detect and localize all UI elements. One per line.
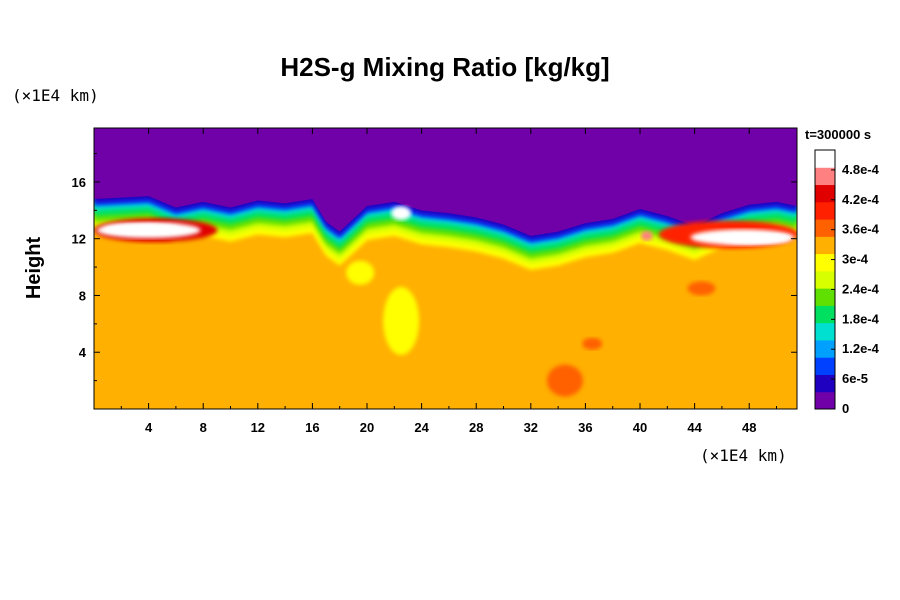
- colorbar-tick-label: 3.6e-4: [842, 222, 880, 237]
- x-tick-label: 12: [251, 420, 265, 435]
- x-tick-label: 40: [633, 420, 647, 435]
- x-tick-label: 28: [469, 420, 483, 435]
- colorbar-swatch: [815, 270, 835, 289]
- colorbar-swatch: [815, 236, 835, 255]
- x-tick-label: 8: [200, 420, 207, 435]
- colorbar-swatch: [815, 184, 835, 203]
- plot-frame: [93, 127, 798, 410]
- colorbar-labels: 0 6e-5 1.2e-4 1.8e-4 2.4e-4 3e-4 3.6e-4 4.2e-4 4…: [831, 162, 880, 416]
- y-tick-label: 16: [72, 175, 86, 190]
- y-axis-label: Height: [23, 237, 45, 300]
- colorbar-swatch: [815, 219, 835, 237]
- colorbar-frame: [814, 149, 836, 410]
- bottom-yellow-blob: [546, 364, 583, 397]
- chart-title: H2S-g Mixing Ratio [kg/kg]: [280, 52, 609, 82]
- x-ticks: 4 8 12 16 20 24 28 32 36 40 44 48: [120, 128, 778, 435]
- y-tick-label: 8: [79, 288, 86, 303]
- colorbar-swatch: [815, 357, 835, 375]
- colorbar-tick-label: 3e-4: [842, 252, 869, 267]
- orange-swirl: [687, 281, 716, 296]
- x-tick-label: 16: [305, 420, 319, 435]
- colorbar-tick-label: 1.2e-4: [842, 341, 880, 356]
- y-axis-unit: (×1E4 km): [12, 86, 99, 105]
- colorbar: [815, 150, 835, 410]
- y-tick-label: 12: [72, 232, 86, 247]
- right-plume-core: [722, 233, 791, 244]
- colorbar-swatch: [815, 253, 835, 272]
- colorbar-swatch: [815, 374, 835, 393]
- colorbar-tick-label: 4.2e-4: [842, 192, 880, 207]
- colorbar-swatch: [815, 288, 835, 306]
- colorbar-swatch: [815, 322, 835, 341]
- time-label: t=300000 s: [805, 127, 871, 142]
- colorbar-tick-label: 1.8e-4: [842, 311, 880, 326]
- plume-features: [94, 206, 797, 397]
- x-tick-label: 48: [742, 420, 756, 435]
- x-axis-unit: (×1E4 km): [700, 446, 787, 465]
- colorbar-tick-label: 4.8e-4: [842, 162, 880, 177]
- colorbar-swatch: [815, 150, 835, 168]
- green-streak: [383, 287, 420, 356]
- colorbar-swatch: [815, 305, 835, 324]
- green-eddy: [346, 260, 375, 285]
- colorbar-tick-label: 2.4e-4: [842, 281, 880, 296]
- colorbar-tick-label: 6e-5: [842, 371, 868, 386]
- central-red-core: [391, 206, 412, 221]
- plot-area: [94, 128, 797, 409]
- colorbar-swatch: [815, 391, 835, 410]
- y-tick-label: 4: [79, 345, 87, 360]
- colorbar-swatch: [815, 167, 835, 186]
- x-tick-label: 4: [145, 420, 153, 435]
- small-red-core: [640, 230, 653, 241]
- left-plume-core: [103, 223, 180, 234]
- colorbar-tick-label: 0: [842, 401, 849, 416]
- x-tick-label: 36: [578, 420, 592, 435]
- x-tick-label: 20: [360, 420, 374, 435]
- x-tick-label: 24: [414, 420, 429, 435]
- x-tick-label: 44: [687, 420, 702, 435]
- bottom-yellow-blob-2: [582, 337, 603, 350]
- upper-region-field: [94, 128, 797, 236]
- colorbar-swatch: [815, 339, 835, 358]
- x-tick-label: 32: [524, 420, 538, 435]
- y-ticks: 4 8 12 16: [72, 153, 797, 382]
- colorbar-swatch: [815, 201, 835, 220]
